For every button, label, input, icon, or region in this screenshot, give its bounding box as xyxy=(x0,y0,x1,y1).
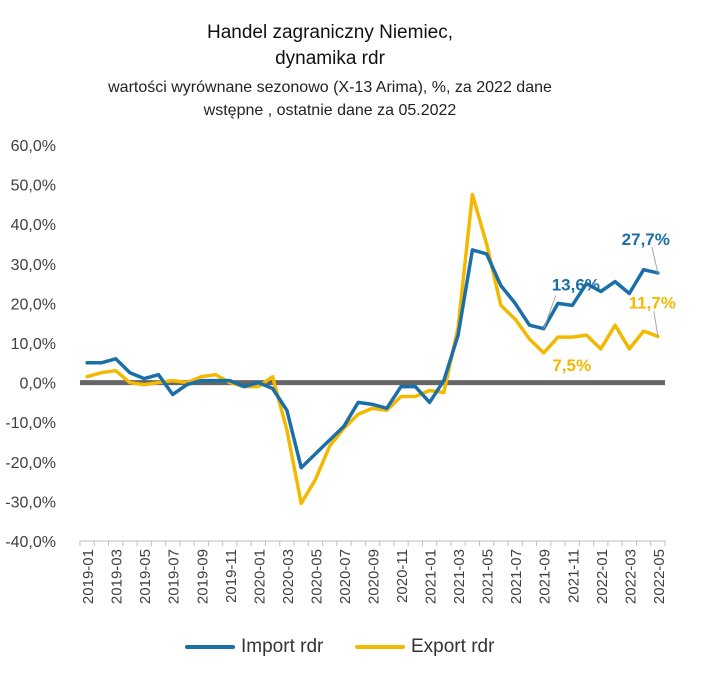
x-tick-label: 2022-01 xyxy=(594,549,611,604)
y-tick-label: -40,0% xyxy=(5,534,56,551)
line-chart: -40,0% -30,0% -20,0% -10,0% 0,0% 10,0% 20,0% 30… xyxy=(5,138,676,604)
x-tick-label: 2022-03 xyxy=(622,549,639,604)
legend-item-import[interactable]: Import rdr xyxy=(185,636,323,658)
legend-swatch-import xyxy=(185,645,235,649)
y-tick-label: 0,0% xyxy=(20,376,56,393)
x-tick-label: 2019-03 xyxy=(109,549,126,604)
annotation-leader-line xyxy=(543,295,557,329)
chart-title-line1: Handel zagraniczny Niemiec, xyxy=(206,22,454,43)
x-tick-label: 2020-05 xyxy=(308,549,325,604)
x-tick-label: 2020-01 xyxy=(251,549,268,604)
x-tick-label: 2020-07 xyxy=(337,549,354,604)
y-tick-label: 10,0% xyxy=(11,336,56,353)
annotation-label: 27,7% xyxy=(622,230,670,249)
x-tick-label: 2021-03 xyxy=(451,549,468,604)
x-tick-label: 2020-03 xyxy=(280,549,297,604)
y-tick-label: 30,0% xyxy=(11,257,56,274)
x-tick-label: 2021-05 xyxy=(480,549,497,604)
y-tick-label: -20,0% xyxy=(5,455,56,472)
y-tick-label: -10,0% xyxy=(5,415,56,432)
annotation-leader-line xyxy=(653,311,659,337)
x-tick-label: 2019-11 xyxy=(223,549,240,603)
legend-label-import: Import rdr xyxy=(241,636,324,657)
y-tick-label: 40,0% xyxy=(11,217,56,234)
y-tick-label: 60,0% xyxy=(11,138,56,155)
x-tick-label: 2022-05 xyxy=(651,549,668,604)
chart-subtitle-line1: wartości wyrównane sezonowo (X-13 Arima)… xyxy=(108,79,552,96)
chart-legend: Import rdr Export rdr xyxy=(0,636,717,664)
y-tick-label: 20,0% xyxy=(11,296,56,313)
x-tick-label: 2021-09 xyxy=(537,549,554,604)
x-tick-label: 2019-09 xyxy=(194,549,211,604)
chart-title-line2: dynamika rdr xyxy=(275,48,385,69)
annotation-label: 13,6% xyxy=(552,276,600,295)
legend-swatch-export xyxy=(355,645,405,649)
chart-subtitle-line2: wstępne , ostatnie dane za 05.2022 xyxy=(203,102,457,119)
y-tick-label: 50,0% xyxy=(11,178,56,195)
x-tick-label: 2020-11 xyxy=(394,549,411,603)
x-tick-label: 2021-11 xyxy=(565,549,582,603)
legend-label-export: Export rdr xyxy=(411,636,495,657)
legend-item-export[interactable]: Export rdr xyxy=(355,636,494,658)
x-tick-label: 2021-01 xyxy=(423,549,440,604)
x-tick-label: 2019-01 xyxy=(80,549,97,604)
series-line-import xyxy=(85,248,660,470)
annotation-label: 11,7% xyxy=(629,293,676,312)
annotation-label: 7,5% xyxy=(552,356,591,375)
series-line-export xyxy=(85,192,660,506)
x-tick-label: 2020-09 xyxy=(366,549,383,604)
x-tick-label: 2019-07 xyxy=(166,549,183,604)
y-tick-label: -30,0% xyxy=(5,494,56,511)
x-tick-label: 2019-05 xyxy=(137,549,154,604)
x-tick-label: 2021-07 xyxy=(508,549,525,604)
annotation-leader-line xyxy=(651,246,659,274)
